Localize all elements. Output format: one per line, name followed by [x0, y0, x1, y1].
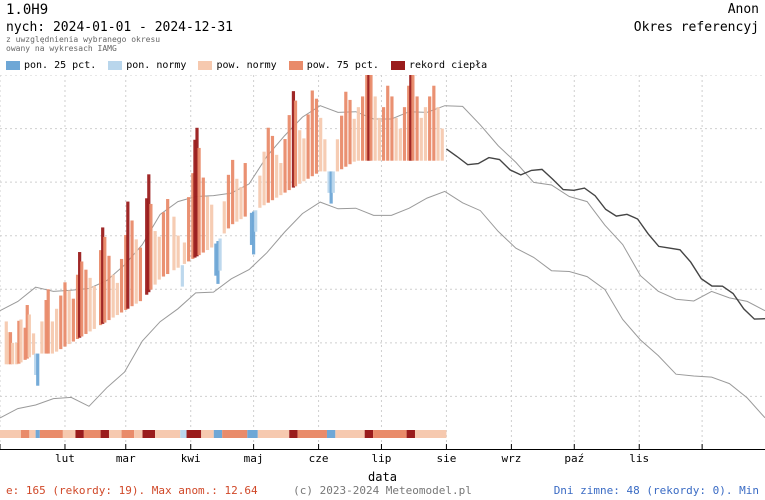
footer: e: 165 (rekordy: 19). Max anom.: 12.64 (… [0, 484, 765, 498]
legend-label: pon. 25 pct. [24, 60, 96, 71]
x-tick-label: sie [436, 452, 456, 465]
legend-item: pon. normy [108, 60, 186, 71]
legend-swatch [6, 61, 20, 70]
legend: pon. 25 pct. pon. normy pow. normy pow. 75 … [6, 60, 487, 71]
legend-label: pow. normy [216, 60, 276, 71]
plot-area [0, 75, 765, 450]
title-right: Anon [728, 2, 759, 17]
x-tick-label: wrz [501, 452, 521, 465]
chart-container: 1.0H9 Anon nych: 2024-01-01 - 2024-12-31… [0, 0, 765, 500]
legend-item: pow. normy [198, 60, 276, 71]
x-tick-label: kwi [181, 452, 201, 465]
legend-label: pon. normy [126, 60, 186, 71]
footer-cold-prefix: Dni zimne: [554, 484, 627, 497]
footer-center: (c) 2023-2024 Meteomodel.pl [293, 484, 472, 497]
x-tick-label: lis [629, 452, 649, 465]
x-tick-label: mar [116, 452, 136, 465]
x-axis-title: data [0, 470, 765, 484]
x-tick-label: lut [55, 452, 75, 465]
x-tick-label: cze [309, 452, 329, 465]
legend-item: pow. 75 pct. [289, 60, 379, 71]
subtitle-right: Okres referencyj [634, 20, 759, 35]
subtitle-left: nych: 2024-01-01 - 2024-12-31 [6, 20, 233, 35]
footer-warm-value: 165 (rekordy: 19). Max anom.: 12.64 [26, 484, 258, 497]
subtitle-note-2: owany na wykresach IAMG [6, 44, 117, 53]
x-tick-label: paź [564, 452, 584, 465]
footer-warm: e: 165 (rekordy: 19). Max anom.: 12.64 [6, 484, 258, 497]
plot-svg [0, 75, 765, 450]
legend-swatch [289, 61, 303, 70]
legend-label: pow. 75 pct. [307, 60, 379, 71]
legend-swatch [391, 61, 405, 70]
x-tick-label: maj [244, 452, 264, 465]
footer-warm-prefix: e: [6, 484, 26, 497]
legend-swatch [198, 61, 212, 70]
title-left: 1.0H9 [6, 2, 48, 18]
legend-swatch [108, 61, 122, 70]
legend-label: rekord ciepła [409, 60, 487, 71]
x-tick-label: lip [372, 452, 392, 465]
legend-item: rekord ciepła [391, 60, 487, 71]
x-axis-ticks: lut mar kwi maj cze lip sie wrz paź lis [0, 452, 765, 468]
legend-item: pon. 25 pct. [6, 60, 96, 71]
subtitle-note-1: z uwzględnienia wybranego okresu [6, 35, 160, 44]
footer-cold: Dni zimne: 48 (rekordy: 0). Min [554, 484, 759, 497]
footer-cold-value: 48 (rekordy: 0). Min [627, 484, 759, 497]
